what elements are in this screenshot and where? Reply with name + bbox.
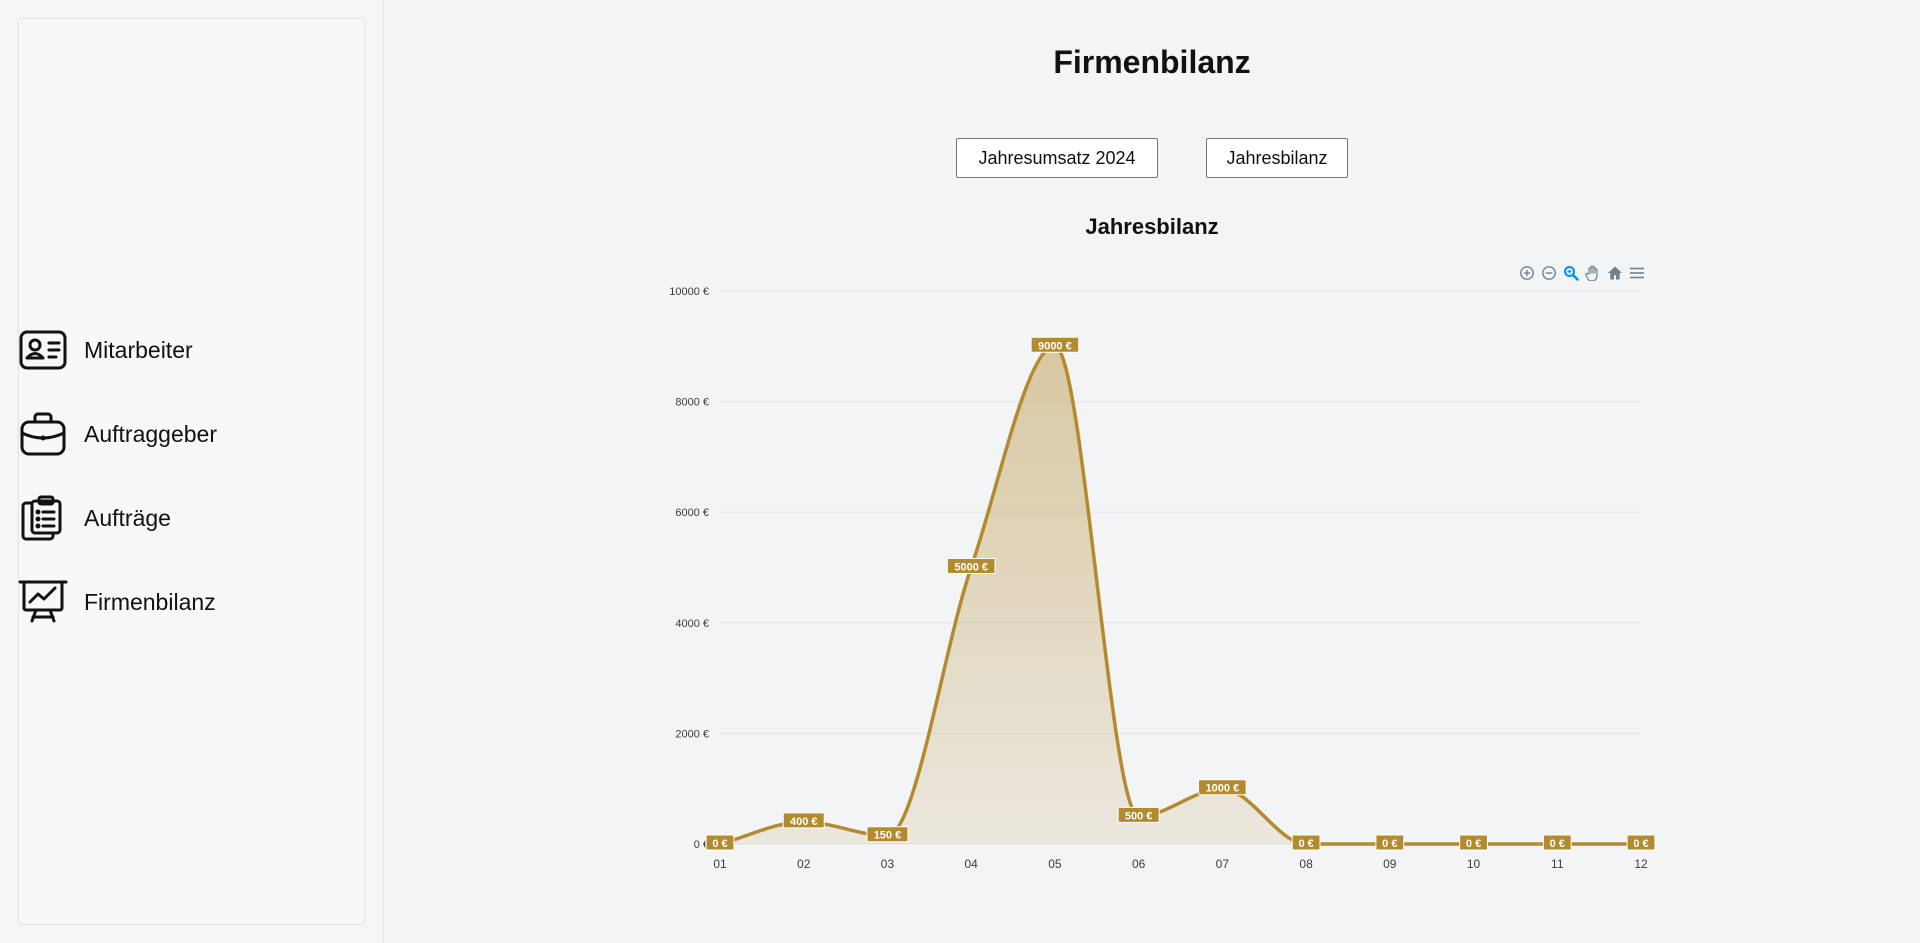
series-area bbox=[720, 346, 1641, 844]
data-label: 0 € bbox=[1291, 834, 1321, 851]
data-label-text: 0 € bbox=[1298, 838, 1313, 850]
x-tick-label: 05 bbox=[1048, 857, 1062, 871]
x-tick-label: 10 bbox=[1467, 857, 1481, 871]
id-card-icon bbox=[18, 325, 68, 375]
data-label-text: 500 € bbox=[1125, 810, 1153, 822]
data-label-text: 150 € bbox=[874, 830, 902, 842]
data-label-box bbox=[1117, 806, 1160, 823]
tab-jahresumsatz-button[interactable]: Jahresumsatz 2024 bbox=[956, 138, 1158, 178]
series-line bbox=[719, 344, 1641, 846]
sidebar-item-label: Auftraggeber bbox=[84, 420, 217, 447]
data-label-box bbox=[782, 812, 825, 829]
data-label-text: 0 € bbox=[1382, 838, 1397, 850]
data-label-text: 5000 € bbox=[954, 562, 988, 574]
x-tick-label: 12 bbox=[1634, 857, 1648, 871]
briefcase-icon bbox=[18, 409, 68, 459]
tab-jahresbilanz-button[interactable]: Jahresbilanz bbox=[1206, 138, 1348, 178]
y-tick-label: 6000 € bbox=[675, 507, 709, 519]
data-label: 0 € bbox=[1542, 834, 1572, 851]
sidebar-item-label: Firmenbilanz bbox=[84, 588, 216, 615]
data-label: 150 € bbox=[866, 826, 909, 843]
data-label-box bbox=[1030, 336, 1080, 353]
sidebar-panel bbox=[0, 0, 384, 943]
data-label-box bbox=[1626, 834, 1656, 851]
chart-title: Jahresbilanz bbox=[1085, 214, 1219, 239]
x-tick-label: 07 bbox=[1216, 857, 1230, 871]
selection-zoom-icon[interactable] bbox=[1561, 263, 1581, 283]
data-label-text: 0 € bbox=[1466, 838, 1481, 850]
x-tick-label: 06 bbox=[1132, 857, 1146, 871]
data-label-box bbox=[946, 558, 996, 574]
clipboard-list-icon bbox=[18, 493, 68, 543]
sidebar-item-auftraege[interactable]: Aufträge bbox=[18, 490, 318, 546]
data-label: 5000 € bbox=[946, 558, 996, 574]
x-tick-label: 03 bbox=[881, 857, 895, 871]
data-label-box bbox=[1291, 834, 1321, 851]
y-tick-label: 0 € bbox=[694, 839, 709, 851]
sidebar-item-firmenbilanz[interactable]: Firmenbilanz bbox=[18, 574, 318, 630]
data-label-text: 0 € bbox=[1550, 838, 1565, 850]
chart-toolbar bbox=[1517, 263, 1647, 283]
menu-icon[interactable] bbox=[1627, 263, 1647, 283]
data-label-box bbox=[1198, 779, 1247, 796]
data-label-box bbox=[1375, 834, 1405, 851]
data-label: 0 € bbox=[1626, 834, 1656, 851]
zoom-in-icon[interactable] bbox=[1517, 263, 1537, 283]
sidebar-item-label: Mitarbeiter bbox=[84, 336, 193, 363]
sidebar bbox=[18, 18, 365, 925]
data-label: 1000 € bbox=[1198, 779, 1247, 796]
data-label-box bbox=[705, 834, 735, 851]
x-tick-label: 02 bbox=[797, 857, 811, 871]
data-label: 500 € bbox=[1117, 806, 1160, 823]
y-tick-label: 4000 € bbox=[675, 618, 709, 630]
data-label-box bbox=[866, 826, 909, 843]
presentation-chart-icon bbox=[18, 577, 68, 627]
data-label: 0 € bbox=[1459, 834, 1488, 851]
data-label: 9000 € bbox=[1030, 336, 1080, 353]
x-tick-label: 08 bbox=[1299, 857, 1313, 871]
data-label-text: 400 € bbox=[790, 816, 818, 828]
data-label: 0 € bbox=[1375, 834, 1405, 851]
y-tick-label: 2000 € bbox=[675, 728, 709, 740]
data-label-box bbox=[1542, 834, 1572, 851]
data-label-box bbox=[1459, 834, 1488, 851]
x-tick-label: 11 bbox=[1551, 857, 1564, 871]
data-label-text: 1000 € bbox=[1206, 783, 1240, 795]
zoom-out-icon[interactable] bbox=[1539, 263, 1559, 283]
x-tick-label: 04 bbox=[965, 857, 979, 871]
y-tick-label: 8000 € bbox=[675, 397, 709, 409]
data-label-text: 0 € bbox=[712, 838, 727, 850]
sidebar-item-mitarbeiter[interactable]: Mitarbeiter bbox=[18, 322, 318, 378]
home-reset-icon[interactable] bbox=[1605, 263, 1625, 283]
x-tick-label: 09 bbox=[1383, 857, 1397, 871]
pan-icon[interactable] bbox=[1583, 263, 1603, 283]
data-label: 400 € bbox=[782, 812, 825, 829]
sidebar-item-auftraggeber[interactable]: Auftraggeber bbox=[18, 406, 318, 462]
data-label-text: 0 € bbox=[1633, 838, 1648, 850]
data-label-text: 9000 € bbox=[1038, 340, 1072, 352]
data-label: 0 € bbox=[705, 834, 735, 851]
y-tick-label: 10000 € bbox=[669, 286, 709, 298]
page-title: Firmenbilanz bbox=[1053, 44, 1251, 80]
sidebar-item-label: Aufträge bbox=[84, 504, 171, 531]
x-tick-label: 01 bbox=[713, 857, 727, 871]
